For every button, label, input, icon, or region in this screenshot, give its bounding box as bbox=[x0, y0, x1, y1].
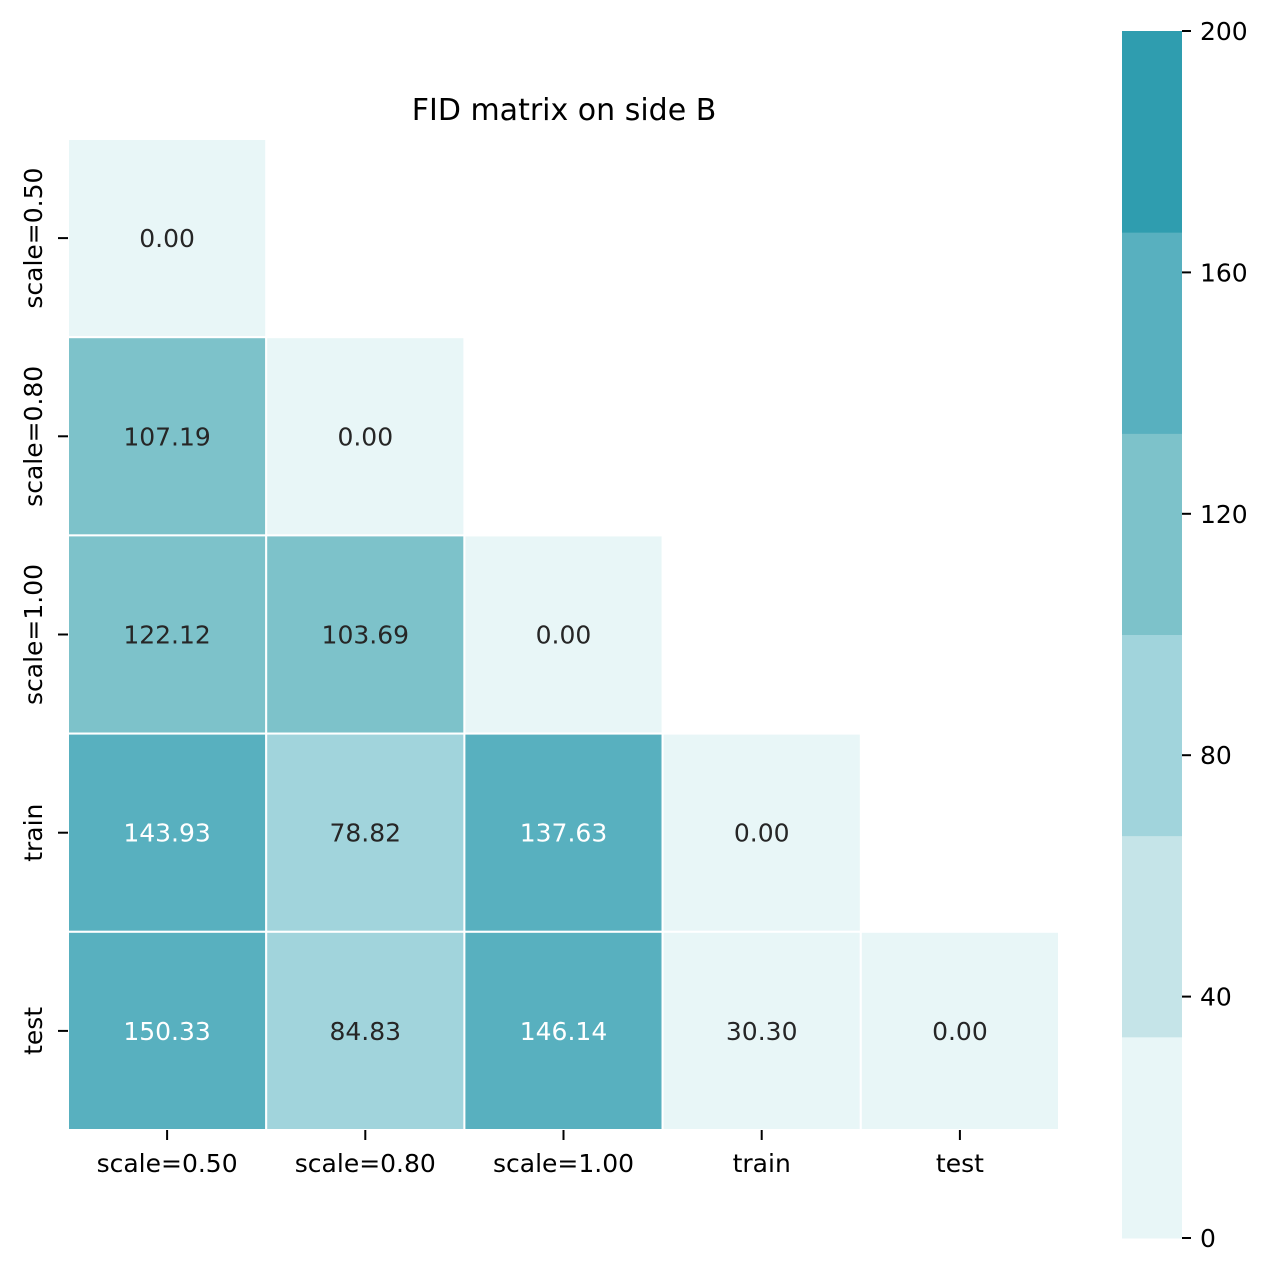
colorbar-tick-label: 160 bbox=[1200, 258, 1248, 287]
y-tick-label: scale=0.50 bbox=[19, 168, 48, 309]
y-tick-label: train bbox=[19, 804, 48, 862]
y-tick-label: scale=1.00 bbox=[19, 564, 48, 705]
colorbar-bin bbox=[1122, 232, 1182, 434]
cell-value-label: 0.00 bbox=[536, 621, 592, 650]
cell-value-label: 146.14 bbox=[520, 1017, 607, 1046]
colorbar-tick-label: 0 bbox=[1200, 1224, 1216, 1253]
y-tick-label: scale=0.80 bbox=[19, 366, 48, 507]
heatmap-cell bbox=[463, 930, 664, 1131]
x-tick-label: scale=0.80 bbox=[295, 1149, 436, 1178]
heatmap-cell bbox=[661, 930, 862, 1131]
cell-value-label: 150.33 bbox=[123, 1017, 210, 1046]
heatmap-cell bbox=[265, 336, 466, 537]
cell-value-label: 122.12 bbox=[123, 621, 210, 650]
heatmap-cells bbox=[67, 138, 1060, 1131]
x-tick-label: scale=1.00 bbox=[493, 1149, 634, 1178]
colorbar-tick-label: 120 bbox=[1200, 500, 1248, 529]
colorbar-bin bbox=[1122, 433, 1182, 635]
cell-value-label: 84.83 bbox=[330, 1017, 402, 1046]
y-tick-label: test bbox=[19, 1007, 48, 1055]
heatmap-cell bbox=[67, 336, 268, 537]
heatmap-cell bbox=[463, 534, 664, 735]
x-tick-label: train bbox=[733, 1149, 791, 1178]
colorbar-bin bbox=[1122, 31, 1182, 233]
heatmap-cell bbox=[265, 732, 466, 933]
cell-value-label: 103.69 bbox=[322, 621, 409, 650]
colorbar-bin bbox=[1122, 634, 1182, 837]
heatmap-cell bbox=[265, 534, 466, 735]
cell-value-label: 143.93 bbox=[123, 819, 210, 848]
heatmap-cell bbox=[67, 138, 268, 339]
x-axis: scale=0.50 scale=0.80 scale=1.00 train test bbox=[97, 1130, 984, 1178]
heatmap-cell bbox=[661, 732, 862, 933]
heatmap-cell bbox=[67, 534, 268, 735]
colorbar-tick-label: 200 bbox=[1200, 17, 1248, 46]
colorbar-bin bbox=[1122, 835, 1182, 1038]
cell-value-label: 107.19 bbox=[123, 422, 210, 451]
colorbar-tick-label: 80 bbox=[1200, 741, 1232, 770]
cell-value-label: 30.30 bbox=[726, 1017, 798, 1046]
cell-value-label: 137.63 bbox=[520, 819, 607, 848]
colorbar-bin bbox=[1122, 1036, 1182, 1239]
cell-value-label: 0.00 bbox=[734, 819, 790, 848]
x-tick-label: scale=0.50 bbox=[97, 1149, 238, 1178]
cell-value-label: 78.82 bbox=[330, 819, 402, 848]
cell-value-label: 0.00 bbox=[139, 224, 195, 253]
heatmap-cell-labels: 0.00 107.19 0.00 122.12 103.69 0.00 143.93 78.8… bbox=[123, 224, 987, 1046]
chart-title: FID matrix on side B bbox=[412, 93, 717, 128]
cell-value-label: 0.00 bbox=[932, 1017, 988, 1046]
cell-value-label: 0.00 bbox=[337, 422, 393, 451]
colorbar-tick-label: 40 bbox=[1200, 983, 1232, 1012]
y-axis: scale=0.50 scale=0.80 scale=1.00 train test bbox=[19, 168, 68, 1055]
colorbar: 0 40 80 120 160 200 bbox=[1122, 17, 1248, 1253]
heatmap-cell bbox=[859, 930, 1060, 1131]
x-tick-label: test bbox=[936, 1149, 984, 1178]
heatmap-cell bbox=[265, 930, 466, 1131]
